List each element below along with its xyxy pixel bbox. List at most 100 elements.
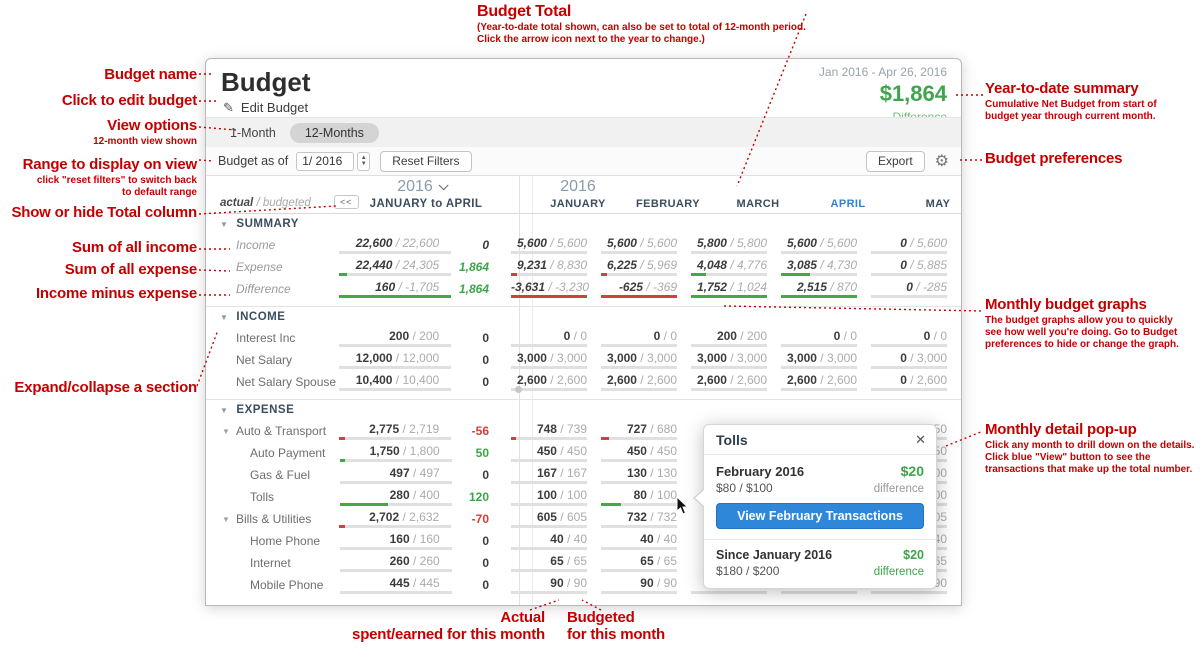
budget-bar [601, 388, 677, 391]
month-cell[interactable]: 0 / 5,600 [871, 236, 961, 254]
pencil-icon: ✎ [223, 100, 234, 115]
month-cell[interactable]: 5,600 / 5,600 [781, 236, 871, 254]
month-header-january[interactable]: JANUARY [550, 198, 606, 210]
row-label: Expense [236, 260, 283, 274]
reset-filters-button[interactable]: Reset Filters [380, 150, 472, 172]
month-cell[interactable]: 605 / 605 [511, 510, 601, 528]
month-cell[interactable]: 167 / 167 [511, 466, 601, 484]
total-cell[interactable]: 200 / 200 [339, 329, 457, 347]
budget-bar [781, 251, 857, 254]
month-cell[interactable]: 450 / 450 [601, 444, 691, 462]
total-cell[interactable]: 22,440 / 24,305 [339, 258, 457, 276]
month-cell[interactable]: 0 / 0 [871, 329, 961, 347]
month-cell[interactable]: 130 / 130 [601, 466, 691, 484]
month-cell[interactable]: -3,631 / -3,230 [511, 280, 601, 298]
month-cell[interactable]: 5,600 / 5,600 [511, 236, 601, 254]
view-transactions-button[interactable]: View February Transactions [716, 503, 924, 529]
tab-12-months[interactable]: 12-Months [289, 122, 379, 143]
budget-bar [511, 273, 587, 276]
tab-1-month[interactable]: 1-Month [230, 125, 276, 140]
month-cell[interactable]: 727 / 680 [601, 422, 691, 440]
month-cell[interactable]: 80 / 100 [601, 488, 691, 506]
total-cell[interactable]: 260 / 260 [339, 554, 458, 572]
divider-drag-handle[interactable] [515, 386, 522, 393]
total-cell[interactable]: 160 / 160 [339, 532, 458, 550]
month-cell[interactable]: 0 / 0 [601, 329, 691, 347]
month-cell[interactable]: 40 / 40 [511, 532, 601, 550]
total-cell[interactable]: 22,600 / 22,600 [339, 236, 457, 254]
diff-cell: 0 [482, 534, 489, 548]
total-cell[interactable]: 12,000 / 12,000 [339, 351, 457, 369]
annotation-budget-preferences: Budget preferences [985, 150, 1123, 167]
month-cell[interactable]: 3,000 / 3,000 [781, 351, 871, 369]
month-cell[interactable]: 3,000 / 3,000 [511, 351, 601, 369]
month-cell[interactable]: 4,048 / 4,776 [691, 258, 781, 276]
month-cell[interactable]: -625 / -369 [601, 280, 691, 298]
budget-bar [781, 344, 857, 347]
month-cell[interactable]: 0 / 3,000 [871, 351, 961, 369]
month-cell[interactable]: 65 / 65 [511, 554, 601, 572]
month-cell[interactable]: 450 / 450 [511, 444, 601, 462]
budget-month-input[interactable] [296, 151, 355, 171]
month-header-march[interactable]: MARCH [736, 198, 780, 210]
section-header-expense[interactable]: ▼ EXPENSE [220, 404, 295, 416]
total-cell[interactable]: 280 / 400 [339, 488, 458, 506]
close-icon[interactable]: ✕ [915, 431, 926, 447]
window-header: Budget ✎ Edit Budget Jan 2016 - Apr 26, 2… [206, 59, 961, 124]
triangle-down-icon: ▼ [220, 312, 229, 322]
annotation-expand-collapse: Expand/collapse a section [14, 379, 197, 396]
budget-bar [781, 591, 857, 594]
popup-diff-label: difference [873, 483, 924, 495]
month-cell[interactable]: 0 / 5,885 [871, 258, 961, 276]
month-cell[interactable]: 200 / 200 [691, 329, 781, 347]
total-year-dropdown[interactable]: 2016 [356, 178, 486, 196]
month-stepper[interactable]: ▲ ▼ [357, 151, 371, 171]
month-cell[interactable]: 0 / 0 [781, 329, 871, 347]
month-cell[interactable]: 0 / 2,600 [871, 373, 961, 391]
month-cell[interactable]: 3,085 / 4,730 [781, 258, 871, 276]
total-cell[interactable]: 497 / 497 [339, 466, 458, 484]
month-header-april[interactable]: APRIL [830, 198, 866, 210]
section-header-summary[interactable]: ▼ SUMMARY [220, 218, 299, 230]
month-cell[interactable]: 1,752 / 1,024 [691, 280, 781, 298]
section-header-income[interactable]: ▼ INCOME [220, 311, 286, 323]
month-cell[interactable]: 2,600 / 2,600 [781, 373, 871, 391]
export-button[interactable]: Export [865, 150, 925, 172]
page-title: Budget [221, 67, 311, 97]
month-cell[interactable]: 748 / 739 [511, 422, 601, 440]
month-header-february[interactable]: FEBRUARY [636, 198, 700, 210]
month-cell[interactable]: 9,231 / 8,830 [511, 258, 601, 276]
month-cell[interactable]: 3,000 / 3,000 [601, 351, 691, 369]
month-cell[interactable]: 0 / -285 [871, 280, 961, 298]
month-cell[interactable]: 2,600 / 2,600 [601, 373, 691, 391]
collapse-total-button[interactable]: << [334, 195, 359, 209]
month-cell[interactable]: 100 / 100 [511, 488, 601, 506]
month-cell[interactable]: 90 / 90 [511, 576, 601, 594]
annotation-budget-name: Budget name [104, 66, 197, 83]
total-cell[interactable]: 2,775 / 2,719 [339, 422, 457, 440]
month-cell[interactable]: 90 / 90 [601, 576, 691, 594]
total-cell[interactable]: 445 / 445 [339, 576, 458, 594]
total-cell[interactable]: 160 / -1,705 [339, 280, 457, 298]
budget-bar [511, 251, 587, 254]
month-cell[interactable]: 65 / 65 [601, 554, 691, 572]
total-cell[interactable]: 1,750 / 1,800 [339, 444, 458, 462]
total-cell[interactable]: 2,702 / 2,632 [339, 510, 457, 528]
edit-budget-button[interactable]: ✎ Edit Budget [223, 100, 308, 116]
total-cell[interactable]: 10,400 / 10,400 [339, 373, 457, 391]
month-cell[interactable]: 3,000 / 3,000 [691, 351, 781, 369]
month-cell[interactable]: 5,800 / 5,800 [691, 236, 781, 254]
month-cell[interactable]: 2,515 / 870 [781, 280, 871, 298]
month-cell[interactable]: 2,600 / 2,600 [691, 373, 781, 391]
gear-icon[interactable]: ⚙ [934, 153, 949, 170]
month-header-may[interactable]: MAY [925, 198, 951, 210]
triangle-down-icon[interactable]: ▼ [222, 427, 230, 436]
month-cell[interactable]: 2,600 / 2,600 [511, 373, 601, 391]
month-cell[interactable]: 6,225 / 5,969 [601, 258, 691, 276]
month-cell[interactable]: 0 / 0 [511, 329, 601, 347]
month-cell[interactable]: 5,600 / 5,600 [601, 236, 691, 254]
month-cell[interactable]: 732 / 732 [601, 510, 691, 528]
triangle-down-icon[interactable]: ▼ [222, 515, 230, 524]
table-header: 2016 actual / budgeted << JANUARY to APR… [206, 176, 961, 214]
month-cell[interactable]: 40 / 40 [601, 532, 691, 550]
